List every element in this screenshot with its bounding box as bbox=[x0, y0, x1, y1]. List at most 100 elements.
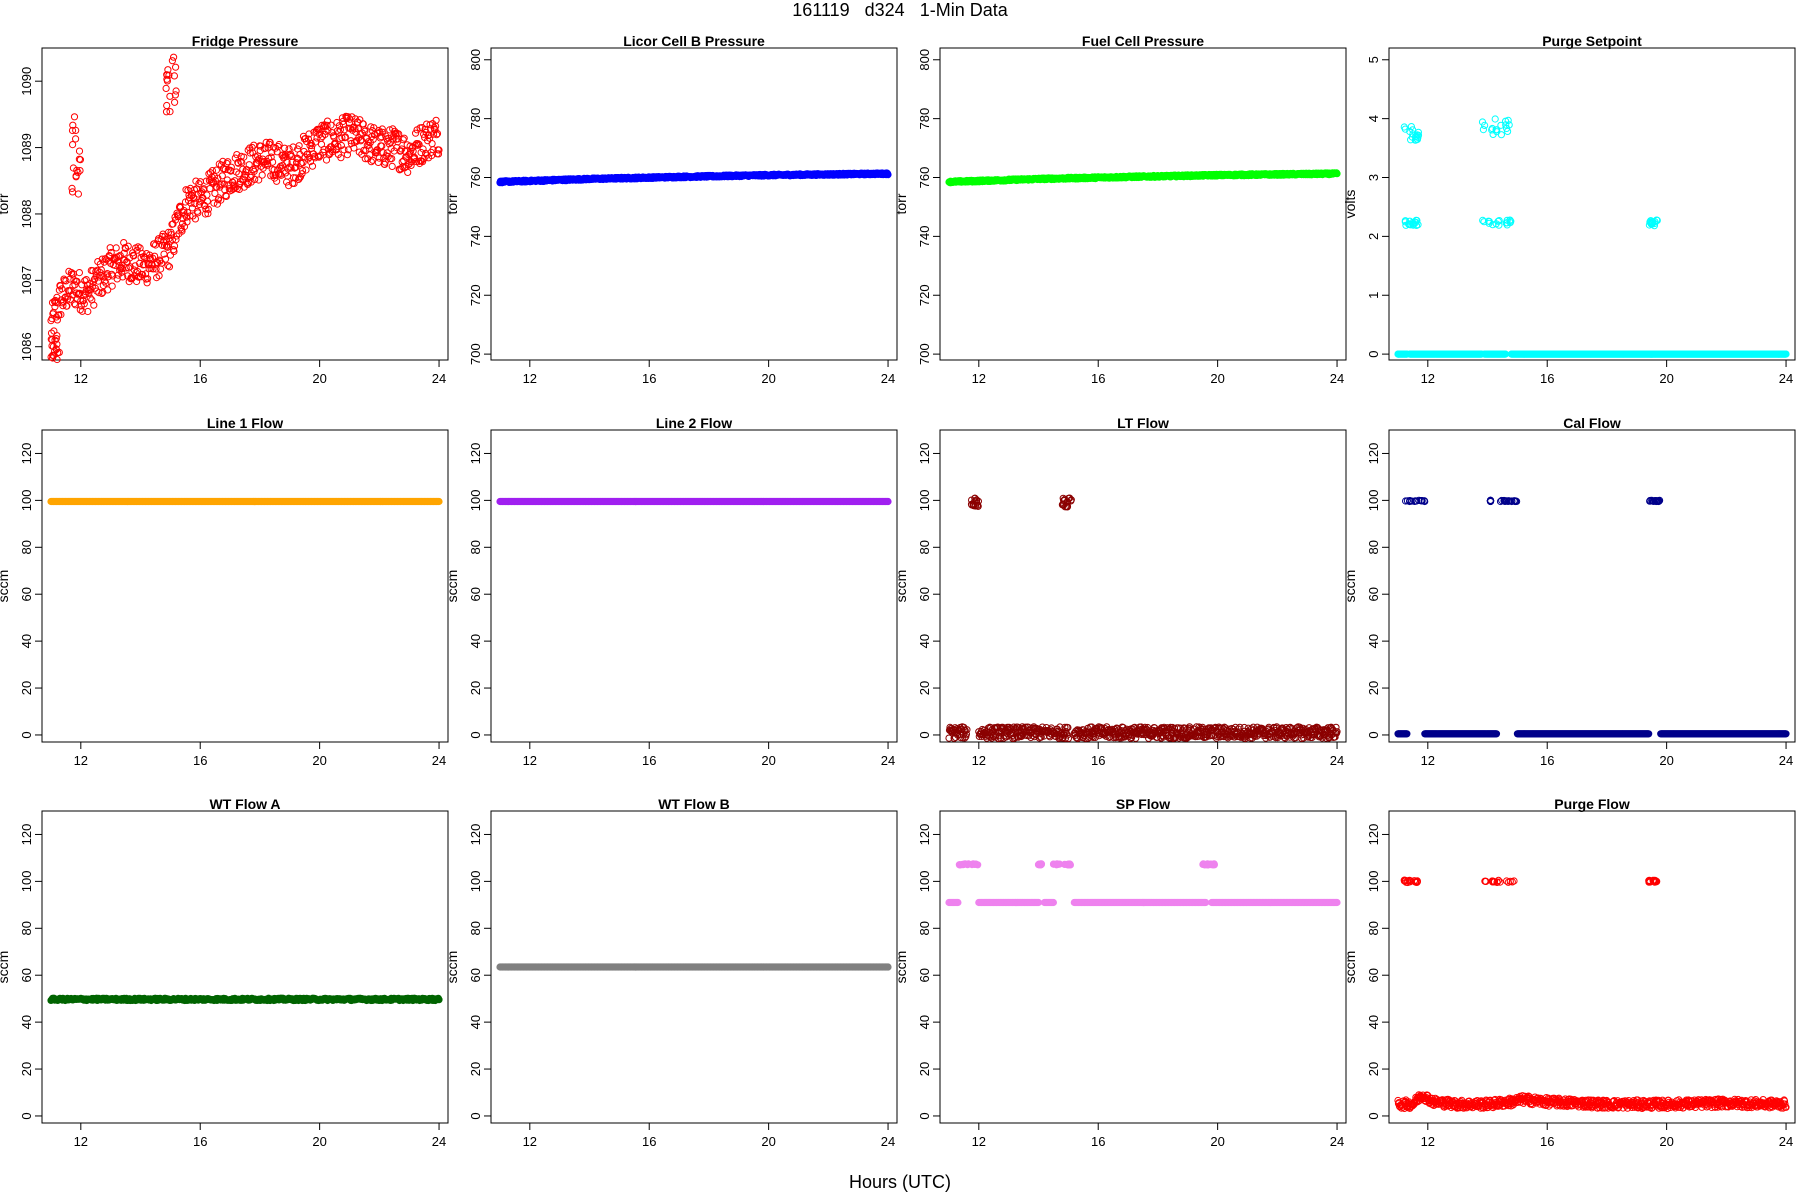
y-tick-label: 120 bbox=[468, 443, 483, 465]
data-point bbox=[320, 145, 328, 154]
data-point bbox=[143, 279, 151, 287]
data-point bbox=[215, 194, 223, 202]
data-point bbox=[417, 148, 425, 157]
y-axis-label: sccm bbox=[444, 570, 460, 603]
data-point bbox=[302, 137, 311, 146]
x-tick-label: 12 bbox=[523, 371, 537, 386]
data-points bbox=[47, 497, 443, 506]
data-point bbox=[264, 160, 272, 168]
data-point bbox=[407, 161, 415, 169]
data-point bbox=[76, 156, 85, 164]
y-tick-label: 40 bbox=[19, 634, 34, 648]
data-point bbox=[301, 134, 310, 143]
data-point bbox=[273, 148, 281, 156]
y-tick-label: 100 bbox=[917, 490, 932, 512]
data-point bbox=[165, 263, 174, 271]
y-tick-label: 5 bbox=[1366, 56, 1381, 63]
x-tick-label: 12 bbox=[972, 753, 986, 768]
x-tick-label: 20 bbox=[312, 753, 326, 768]
data-point bbox=[204, 205, 212, 213]
plot-frame bbox=[490, 429, 898, 743]
data-point bbox=[258, 171, 266, 179]
data-point bbox=[69, 121, 77, 129]
x-tick-label: 12 bbox=[74, 371, 88, 386]
data-point bbox=[85, 289, 93, 297]
data-point bbox=[361, 155, 369, 163]
data-point bbox=[53, 332, 61, 340]
data-point bbox=[206, 169, 214, 177]
data-point bbox=[95, 289, 103, 297]
y-tick-label: 20 bbox=[19, 681, 34, 695]
y-tick-label: 1088 bbox=[19, 199, 34, 228]
data-point bbox=[210, 199, 218, 207]
panel-fridge-pressure: Fridge Pressuretorr108610871088108910901… bbox=[0, 33, 449, 386]
data-point bbox=[168, 57, 176, 65]
y-tick-label: 40 bbox=[468, 634, 483, 648]
data-point bbox=[233, 151, 241, 159]
y-tick-label: 60 bbox=[917, 587, 932, 601]
y-axis-label: torr bbox=[893, 193, 909, 214]
data-point bbox=[166, 108, 174, 116]
y-tick-label: 780 bbox=[917, 108, 932, 130]
x-tick-label: 24 bbox=[1330, 371, 1344, 386]
figure-title: 161119 d324 1-Min Data bbox=[792, 0, 1008, 20]
data-point bbox=[1479, 126, 1488, 134]
data-point bbox=[369, 135, 377, 143]
y-tick-label: 100 bbox=[19, 490, 34, 512]
data-point bbox=[163, 71, 171, 79]
data-point bbox=[884, 171, 892, 179]
data-point bbox=[213, 200, 221, 208]
data-point bbox=[194, 209, 202, 217]
x-tick-label: 12 bbox=[1421, 371, 1435, 386]
y-tick-label: 0 bbox=[917, 731, 932, 738]
data-point bbox=[323, 121, 331, 130]
data-point bbox=[117, 263, 125, 271]
data-point bbox=[305, 130, 313, 138]
panel-fuel-cell-pressure: Fuel Cell Pressuretorr700720740760780800… bbox=[893, 33, 1347, 386]
data-point bbox=[386, 126, 394, 134]
x-tick-label: 24 bbox=[432, 753, 446, 768]
data-point bbox=[90, 301, 98, 309]
data-point bbox=[203, 197, 211, 205]
data-point bbox=[66, 296, 75, 304]
data-point bbox=[288, 158, 296, 166]
y-tick-label: 20 bbox=[468, 681, 483, 695]
data-point bbox=[124, 242, 132, 250]
y-axis-label: torr bbox=[0, 193, 11, 214]
data-point bbox=[212, 166, 220, 174]
data-point bbox=[227, 163, 235, 171]
data-point bbox=[375, 154, 383, 162]
data-point bbox=[71, 281, 79, 289]
data-point bbox=[361, 127, 369, 135]
data-point bbox=[49, 354, 57, 362]
y-tick-label: 720 bbox=[468, 284, 483, 306]
data-point bbox=[343, 151, 351, 159]
data-point bbox=[63, 302, 71, 310]
x-tick-label: 24 bbox=[1330, 753, 1344, 768]
data-point bbox=[164, 262, 172, 270]
data-point bbox=[89, 267, 97, 275]
data-point bbox=[142, 270, 150, 278]
x-tick-label: 20 bbox=[761, 371, 775, 386]
data-point bbox=[378, 125, 386, 133]
data-point bbox=[324, 126, 332, 134]
panel-title: LT Flow bbox=[1117, 415, 1169, 431]
y-axis-label: sccm bbox=[893, 570, 909, 603]
data-point bbox=[434, 150, 443, 158]
data-point bbox=[350, 144, 358, 152]
x-tick-label: 20 bbox=[761, 753, 775, 768]
y-axis-label: volts bbox=[1342, 190, 1358, 219]
x-tick-label: 12 bbox=[74, 753, 88, 768]
data-point bbox=[217, 196, 225, 204]
y-tick-label: 80 bbox=[19, 540, 34, 554]
y-tick-label: 760 bbox=[468, 167, 483, 189]
data-point bbox=[76, 306, 84, 314]
data-point bbox=[336, 126, 344, 134]
data-point bbox=[75, 269, 84, 277]
data-point bbox=[80, 300, 88, 308]
y-axis-label: torr bbox=[444, 193, 460, 214]
data-point bbox=[84, 307, 92, 316]
data-point bbox=[433, 130, 442, 138]
